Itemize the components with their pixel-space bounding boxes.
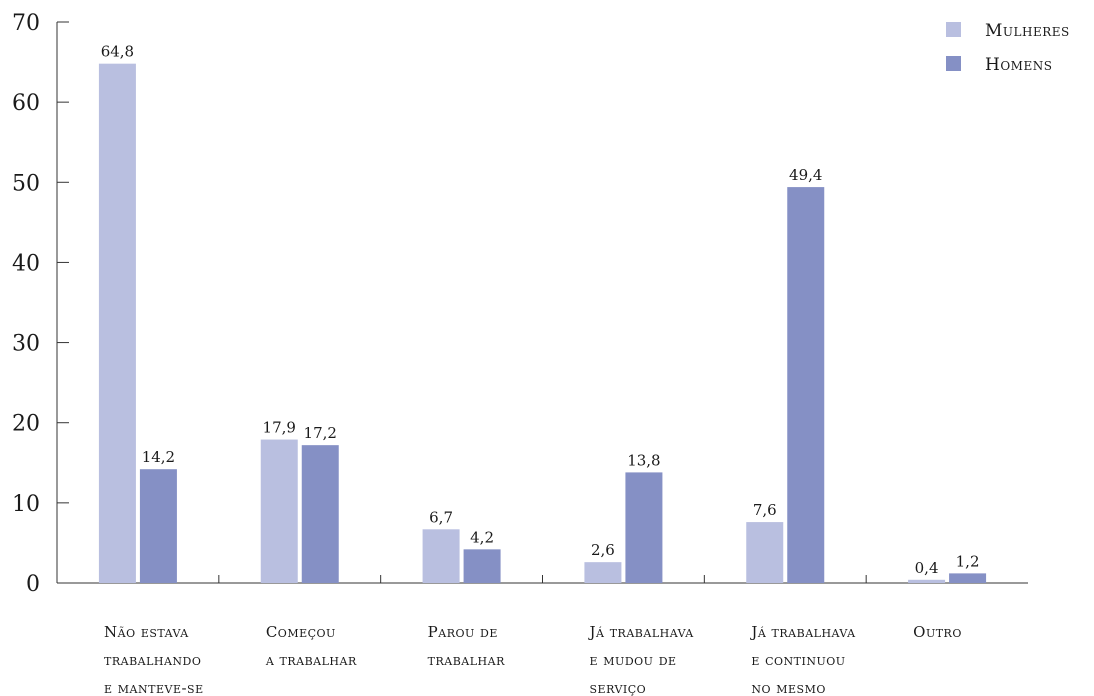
legend-swatch xyxy=(946,56,961,71)
category-label: Não estava trabalhando e manteve-se xyxy=(104,623,204,696)
y-tick-label: 10 xyxy=(12,492,40,517)
y-axis: 0 10 20 30 40 50 60 70 xyxy=(12,11,69,597)
x-axis: Não estava trabalhando e manteve-se Começou… xyxy=(57,575,1028,696)
legend-label: Mulheres xyxy=(985,21,1070,41)
data-label: 64,8 xyxy=(101,43,134,61)
data-label: 14,2 xyxy=(142,448,175,466)
data-label: 13,8 xyxy=(627,451,660,469)
bar-mulheres xyxy=(422,529,460,583)
category-label: Já trabalhava e continuou no mesmo xyxy=(749,623,856,696)
y-tick-label: 30 xyxy=(12,332,40,357)
data-label: 17,2 xyxy=(304,424,337,442)
legend: Mulheres Homens xyxy=(946,21,1070,75)
bar-homens xyxy=(787,187,825,583)
bar-homens xyxy=(301,445,339,583)
bar-mulheres xyxy=(98,63,136,583)
bar-mulheres xyxy=(746,522,784,583)
bar-homens xyxy=(625,472,663,583)
data-label: 0,4 xyxy=(915,559,939,577)
y-tick-label: 20 xyxy=(12,412,40,437)
data-label: 17,9 xyxy=(263,419,296,437)
bar-homens xyxy=(463,549,501,583)
category-label: Começou a trabalhar xyxy=(265,623,357,669)
data-label: 4,2 xyxy=(470,528,494,546)
bar-mulheres xyxy=(584,562,622,583)
legend-label: Homens xyxy=(985,55,1052,75)
y-tick-label: 0 xyxy=(26,572,40,597)
category-label: Já trabalhava e mudou de serviço xyxy=(588,623,695,696)
data-label: 6,7 xyxy=(429,508,453,526)
bar-mulheres xyxy=(908,579,946,583)
data-label: 49,4 xyxy=(789,166,822,184)
data-label: 2,6 xyxy=(591,541,615,559)
category-label: Parou de trabalhar xyxy=(428,623,505,669)
y-tick-label: 40 xyxy=(12,251,40,276)
bar-mulheres xyxy=(260,439,298,583)
y-tick-label: 60 xyxy=(12,91,40,116)
legend-swatch xyxy=(946,22,961,37)
data-label: 1,2 xyxy=(956,552,980,570)
bars: 64,8 14,2 17,9 17,2 6,7 4,2 2,6 13,8 7,6 49,4 0,4 1… xyxy=(98,43,987,583)
y-tick-label: 50 xyxy=(12,171,40,196)
bar-homens xyxy=(949,573,987,583)
data-label: 7,6 xyxy=(753,501,777,519)
y-tick-label: 70 xyxy=(12,11,40,36)
bar-homens xyxy=(139,469,177,583)
category-label: Outro xyxy=(913,623,962,641)
